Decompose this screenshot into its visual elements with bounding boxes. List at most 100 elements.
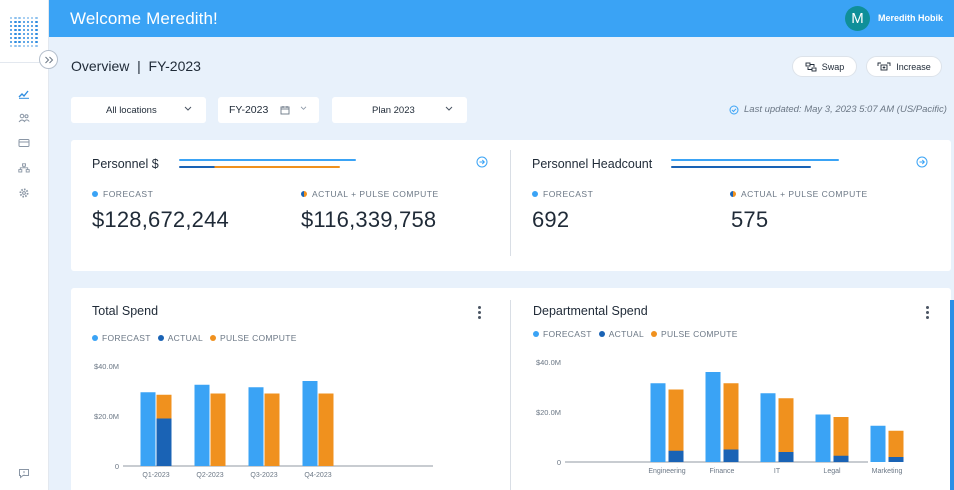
sidebar [0, 0, 49, 490]
headcount-actual-bar [671, 166, 811, 168]
bar-actual [778, 452, 794, 462]
app-logo[interactable] [10, 17, 39, 48]
chevron-down-icon [300, 106, 307, 110]
logo-dot [14, 17, 17, 20]
org-chart-icon [18, 163, 30, 173]
logo-dot [18, 17, 21, 20]
logo-dot [26, 17, 30, 20]
logo-dot [26, 21, 30, 24]
bar-forecast [194, 384, 210, 466]
legend-forecast: FORECAST [543, 329, 592, 339]
expand-sidebar-button[interactable] [39, 50, 58, 69]
legend-pulse: PULSE COMPUTE [220, 333, 297, 343]
sidebar-item-feedback[interactable] [17, 467, 31, 479]
personnel-cost-actual-bar [179, 166, 340, 168]
last-updated: Last updated: May 3, 2023 5:07 AM (US/Pa… [729, 104, 947, 115]
personnel-cost-forecast-value: $128,672,244 [92, 207, 229, 232]
increase-button[interactable]: Increase [866, 56, 942, 77]
logo-dot [35, 37, 38, 40]
users-icon [18, 113, 30, 123]
forecast-dot [92, 335, 98, 341]
avatar[interactable]: M [845, 6, 870, 31]
arrow-right-circle-icon[interactable] [916, 156, 928, 168]
plan-select[interactable]: Plan 2023 [332, 97, 467, 123]
bar-actual [723, 449, 739, 462]
location-select-value: All locations [106, 104, 157, 116]
bar-forecast [870, 425, 886, 462]
wallet-icon [18, 139, 30, 147]
logo-dot [10, 33, 13, 36]
top-header: Welcome Meredith! M Meredith Hobik [49, 0, 954, 37]
logo-dot [22, 17, 25, 20]
forecast-label-text: FORECAST [543, 189, 594, 199]
location-select[interactable]: All locations [71, 97, 206, 123]
logo-dot [22, 25, 25, 28]
logo-dot [14, 29, 17, 32]
logo-dot [22, 33, 25, 36]
logo-dot [22, 45, 25, 48]
headcount-forecast-value: 692 [532, 207, 570, 232]
x-tick-label: Finance [710, 468, 735, 475]
bar-forecast [815, 414, 831, 462]
sidebar-item-settings[interactable] [17, 187, 31, 199]
x-tick-label: Marketing [872, 468, 903, 475]
headcount-forecast-bar [671, 159, 839, 161]
logo-dot [31, 33, 34, 36]
welcome-title: Welcome Meredith! [70, 9, 218, 28]
kpi-card: Personnel $ FORECAST $128,672,244 ACTUAL… [71, 140, 951, 271]
departmental-spend-chart: 0 $20.0M $40.0M Engineering Finance IT Legal Ma… [536, 358, 904, 475]
sidebar-item-org[interactable] [17, 162, 31, 174]
bar-actual [668, 450, 684, 462]
year-select[interactable]: FY-2023 [218, 97, 319, 123]
pulse-dot [651, 331, 658, 337]
sidebar-item-people[interactable] [17, 112, 31, 124]
actual-dot [157, 335, 164, 341]
logo-dot [18, 33, 21, 36]
logo-dot [14, 33, 17, 36]
y-tick-label: $20.0M [536, 408, 561, 417]
user-name[interactable]: Meredith Hobik [878, 13, 944, 23]
departmental-spend-menu-button[interactable] [926, 306, 929, 319]
logo-dot [26, 41, 30, 44]
bar-actual [156, 418, 172, 466]
personnel-cost-forecast-bar [179, 159, 356, 161]
total-spend-chart: 0 $20.0M $40.0M Q1-2023 Q2-2023 Q3-2023 Q4-202… [94, 362, 433, 479]
logo-dot [31, 25, 34, 28]
logo-dot [10, 41, 13, 44]
bar-actual [833, 455, 849, 462]
logo-dot [31, 41, 34, 44]
total-spend-menu-button[interactable] [478, 306, 481, 319]
logo-dot [18, 41, 21, 44]
logo-dot [35, 21, 38, 24]
bar-forecast [705, 372, 721, 462]
total-spend-title: Total Spend [92, 304, 159, 318]
page-scrollbar[interactable] [950, 300, 954, 490]
actual-label-text: ACTUAL + PULSE COMPUTE [741, 189, 868, 199]
logo-dot [26, 29, 30, 32]
logo-dot [10, 29, 13, 32]
logo-dot [18, 29, 21, 32]
double-chevron-right-icon [44, 56, 53, 63]
logo-dot [14, 21, 17, 24]
x-tick-label: Q3-2023 [250, 472, 277, 479]
logo-dot [35, 33, 38, 36]
swap-icon [805, 62, 817, 71]
logo-dot [35, 17, 38, 20]
actual-pulse-dot [730, 191, 736, 197]
swap-button[interactable]: Swap [792, 56, 857, 77]
logo-dot [10, 17, 13, 20]
sidebar-item-overview[interactable] [17, 88, 31, 100]
departmental-spend-legend: FORECAST ACTUAL PULSE COMPUTE [533, 329, 745, 339]
arrow-right-circle-icon[interactable] [476, 156, 488, 168]
logo-dot [31, 17, 34, 20]
logo-dot [35, 45, 38, 48]
page-title: Overview | FY-2023 [71, 58, 201, 74]
swap-button-label: Swap [821, 61, 845, 72]
sidebar-item-budget[interactable] [17, 137, 31, 149]
gear-icon [19, 188, 29, 198]
trend-chart-icon [18, 90, 29, 99]
legend-actual: ACTUAL [167, 333, 204, 343]
chevron-down-icon [184, 106, 192, 111]
bar-pulse-compute [264, 393, 280, 466]
bar-pulse-compute [210, 393, 226, 466]
